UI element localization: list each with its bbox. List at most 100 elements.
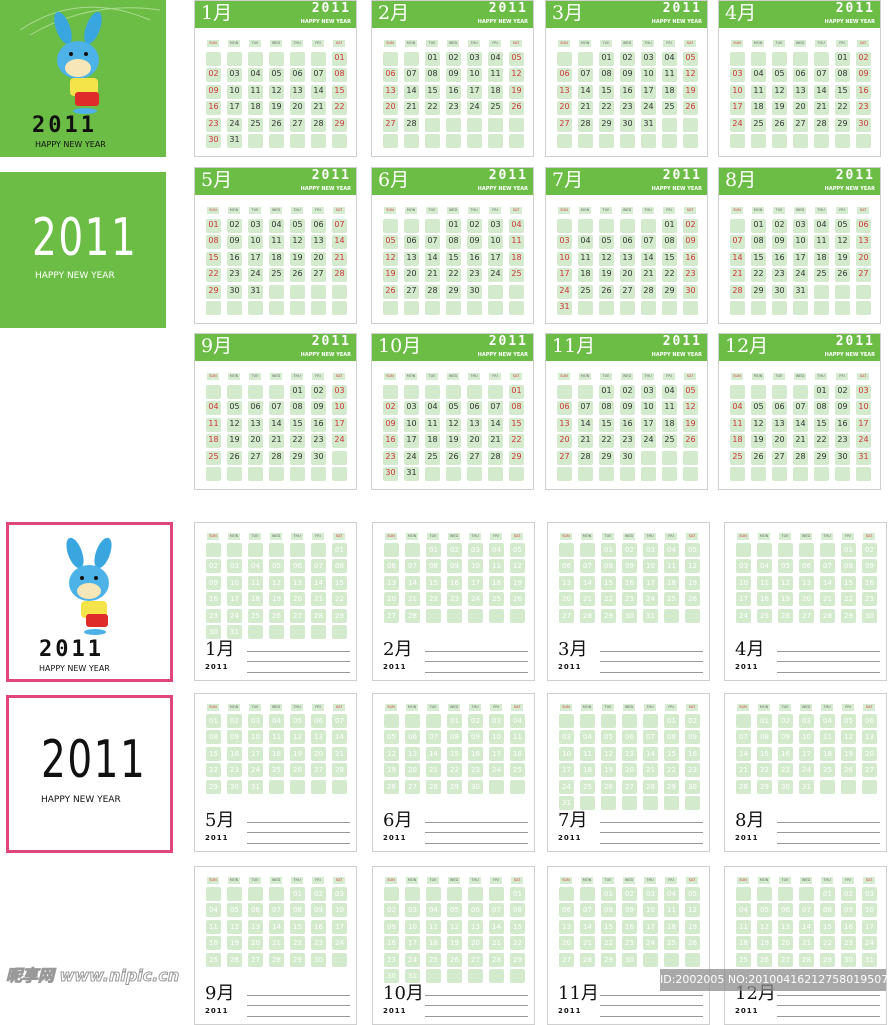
day-cell: 24 <box>557 284 572 299</box>
weekday-label: MON <box>579 207 591 214</box>
weekday-label: MON <box>579 40 591 47</box>
month-header <box>719 1 880 28</box>
day-cell: 07 <box>799 903 814 918</box>
day-cell: 22 <box>664 763 679 778</box>
day-cell <box>404 385 419 399</box>
day-cell <box>730 467 745 481</box>
day-cell: 16 <box>772 251 787 266</box>
calendar-month-plain-8: 8月 2011 SUN MON TUE WED THU FRI SAT 01 02 03 04 05 06 0… <box>724 693 887 852</box>
day-cell: 04 <box>736 903 751 918</box>
day-cell: 20 <box>383 101 398 116</box>
day-cell: 07 <box>643 730 658 745</box>
day-cell: 10 <box>643 559 658 574</box>
day-cell: 10 <box>793 235 808 250</box>
day-cell: 28 <box>580 952 595 967</box>
day-cell <box>488 117 503 132</box>
day-cell: 17 <box>641 84 656 99</box>
day-cell: 21 <box>269 936 284 951</box>
weekday-label: MON <box>228 40 240 47</box>
day-cell: 22 <box>447 763 462 778</box>
weekday-label: SAT <box>333 373 345 380</box>
weekday-label: WED <box>447 40 459 47</box>
day-cell: 10 <box>736 575 751 590</box>
day-cell: 11 <box>580 746 595 761</box>
weekday-label: SUN <box>737 877 749 884</box>
day-cell: 23 <box>467 268 482 283</box>
day-cell: 16 <box>683 251 698 266</box>
day-cell: 19 <box>227 936 242 951</box>
cover-greeting: HAPPY NEW YEAR <box>35 271 115 281</box>
day-cell: 05 <box>778 559 793 574</box>
day-cell: 15 <box>820 919 835 934</box>
day-cell: 07 <box>641 235 656 250</box>
day-cell: 29 <box>446 284 461 299</box>
day-cell <box>248 134 263 148</box>
day-cell: 10 <box>405 919 420 934</box>
weekday-label: FRI <box>842 533 854 540</box>
weekday-label: SAT <box>511 704 523 711</box>
day-cell: 04 <box>248 68 263 83</box>
day-cell: 27 <box>772 450 787 465</box>
day-cell: 14 <box>404 84 419 99</box>
day-cell: 02 <box>620 385 635 399</box>
day-cell: 20 <box>862 746 877 761</box>
day-cell: 03 <box>856 385 871 399</box>
day-cell: 24 <box>489 763 504 778</box>
cover-green-rabbit: 2011 HAPPY NEW YEAR <box>0 0 166 157</box>
day-cell: 25 <box>662 434 677 449</box>
day-cell: 12 <box>290 730 305 745</box>
day-cell: 09 <box>383 417 398 432</box>
month-label: 4月 <box>725 2 757 24</box>
day-cell: 27 <box>468 952 483 967</box>
day-cell: 29 <box>206 284 221 299</box>
weekday-label: SAT <box>684 40 696 47</box>
day-cell: 10 <box>643 903 658 918</box>
day-cell: 06 <box>248 401 263 416</box>
day-cell: 22 <box>662 268 677 283</box>
day-cell <box>772 301 787 315</box>
day-cell <box>405 887 420 901</box>
day-cell: 19 <box>384 763 399 778</box>
weekday-label: SUN <box>737 533 749 540</box>
day-cell: 27 <box>559 608 574 623</box>
day-cell: 30 <box>841 952 856 967</box>
weekday-label: WED <box>448 533 460 540</box>
day-cell: 01 <box>290 887 305 901</box>
weekday-label: SAT <box>333 533 345 540</box>
day-cell: 22 <box>426 592 441 607</box>
day-cell: 14 <box>425 251 440 266</box>
day-cell: 08 <box>757 730 772 745</box>
day-cell: 17 <box>468 575 483 590</box>
day-cell <box>332 952 347 967</box>
day-cell <box>248 301 263 315</box>
day-cell: 19 <box>447 936 462 951</box>
day-cell: 18 <box>664 575 679 590</box>
day-cell: 07 <box>269 903 284 918</box>
day-cell <box>835 467 850 481</box>
weekday-label: FRI <box>665 533 677 540</box>
day-cell <box>290 467 305 481</box>
day-cell <box>799 543 814 557</box>
day-cell: 29 <box>820 952 835 967</box>
weekday-label: THU <box>291 40 303 47</box>
weekday-label: SAT <box>863 533 875 540</box>
day-cell <box>290 52 305 66</box>
weekday-label: WED <box>621 207 633 214</box>
calendar-month-green-5: 5月 2011 HAPPY NEW YEAR SUN MON TUE WED THU FRI SA… <box>194 167 357 324</box>
day-cell <box>332 284 347 299</box>
day-cell: 09 <box>384 919 399 934</box>
day-cell: 26 <box>835 268 850 283</box>
weekday-label: SUN <box>558 207 570 214</box>
weekday-label: THU <box>291 877 303 884</box>
day-cell <box>446 385 461 399</box>
day-cell: 19 <box>772 101 787 116</box>
day-cell: 22 <box>751 268 766 283</box>
day-cell <box>269 301 284 315</box>
day-cell: 08 <box>662 235 677 250</box>
day-cell: 06 <box>793 68 808 83</box>
weekday-label: FRI <box>490 533 502 540</box>
month-label: 10月 <box>383 983 424 1004</box>
day-cell <box>793 301 808 315</box>
day-cell: 22 <box>601 936 616 951</box>
day-cell: 13 <box>467 417 482 432</box>
